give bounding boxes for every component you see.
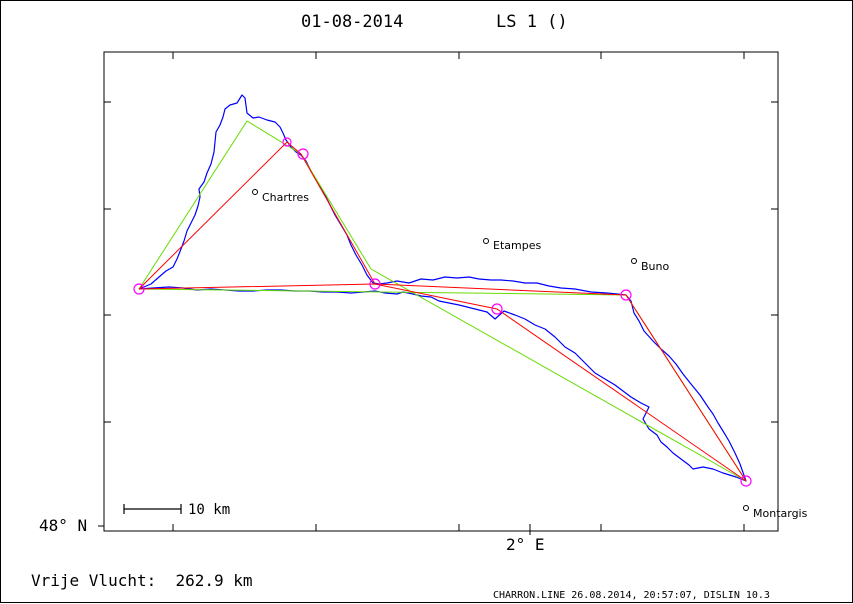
turnpoint-marker bbox=[282, 137, 292, 147]
turnpoint-marker bbox=[620, 289, 632, 301]
plot-frame bbox=[103, 51, 779, 532]
town-buno: Buno bbox=[631, 258, 669, 273]
latitude-label: 48° N bbox=[39, 516, 87, 535]
flight-date: 01-08-2014 bbox=[301, 12, 403, 32]
town-marker bbox=[743, 505, 749, 511]
town-label: Chartres bbox=[262, 191, 309, 204]
tick-marks bbox=[98, 52, 778, 535]
turnpoint-marker bbox=[369, 278, 381, 290]
town-montargis: Montargis bbox=[743, 505, 808, 520]
town-label: Etampes bbox=[493, 239, 541, 252]
declared-route bbox=[138, 120, 747, 482]
flight-track bbox=[138, 94, 747, 482]
optimized-route bbox=[138, 141, 747, 482]
turnpoint-marker bbox=[133, 283, 145, 295]
scale-bar-label: 10 km bbox=[188, 502, 230, 518]
town-chartres: Chartres bbox=[252, 189, 309, 204]
task-label: LS 1 () bbox=[496, 12, 568, 32]
credits-line: CHARRON.LINE 26.08.2014, 20:57:07, DISLI… bbox=[493, 590, 770, 601]
scale-bar: 10 km bbox=[123, 502, 230, 518]
longitude-label: 2° E bbox=[506, 535, 545, 554]
turnpoint-marker bbox=[297, 148, 309, 160]
town-marker bbox=[252, 189, 258, 195]
town-label: Buno bbox=[641, 260, 669, 273]
town-label: Montargis bbox=[753, 507, 808, 520]
town-marker bbox=[631, 258, 637, 264]
flight-distance: Vrije Vlucht: 262.9 km bbox=[31, 571, 253, 590]
turnpoint-marker bbox=[491, 303, 503, 315]
turnpoint-marker bbox=[740, 475, 752, 487]
town-etampes: Etampes bbox=[483, 238, 541, 252]
town-marker bbox=[483, 238, 489, 244]
